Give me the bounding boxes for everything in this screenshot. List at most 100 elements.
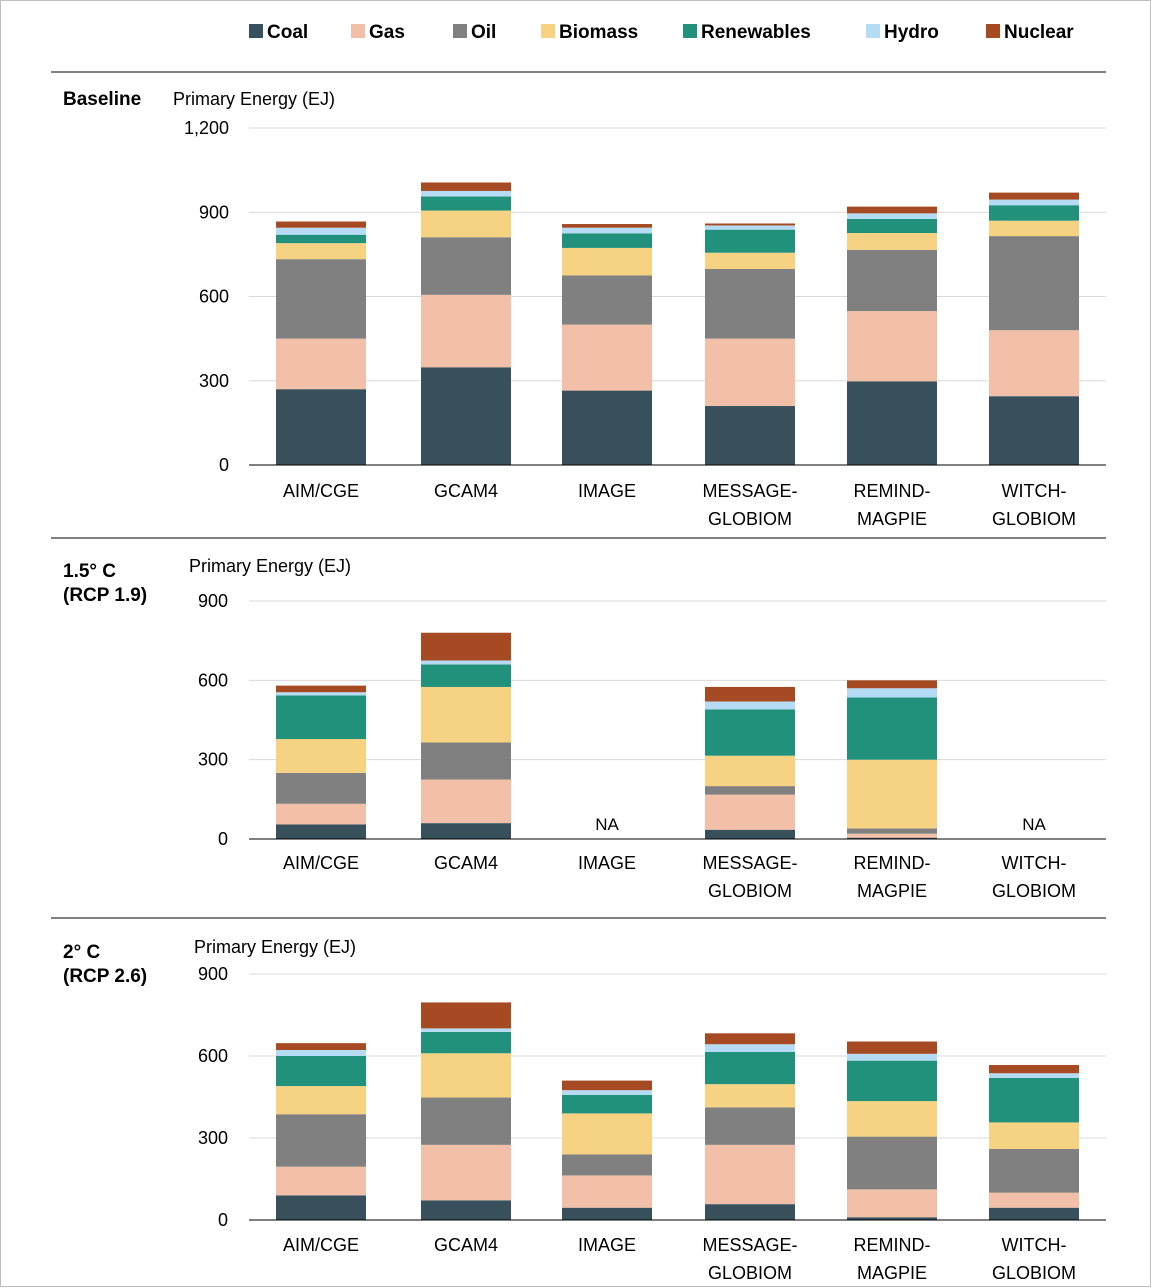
bar-aim-cge-oil: [276, 772, 366, 804]
bar-aim-cge-renewables: [276, 1056, 366, 1087]
bar-remind-magpie-biomass: [847, 233, 937, 250]
bar-aim-cge-renewables: [276, 234, 366, 244]
bar-remind-magpie-nuclear: [847, 680, 937, 689]
bar-remind-magpie-renewables: [847, 218, 937, 234]
na-label: NA: [1022, 815, 1046, 834]
bar-message-globiom-gas: [705, 794, 795, 830]
bar-aim-cge-coal: [276, 824, 366, 839]
bar-message-globiom-hydro: [705, 701, 795, 710]
bar-gcam4-hydro: [421, 1028, 511, 1032]
bar-message-globiom-renewables: [705, 709, 795, 756]
y-axis-label: Primary Energy (EJ): [189, 556, 351, 576]
legend: Coal Gas Oil Biomass Renewables Hydro Nuclear: [51, 22, 1106, 73]
y-tick-label: 300: [198, 1128, 228, 1148]
panel-title: 2° C (RCP 2.6): [63, 942, 147, 987]
x-tick-label: REMIND-: [854, 481, 931, 501]
x-tick-label: AIM/CGE: [283, 1235, 359, 1255]
bar-witch-globiom-biomass: [989, 1122, 1079, 1149]
x-tick-label: GLOBIOM: [992, 1263, 1076, 1283]
bar-message-globiom-coal: [705, 406, 795, 465]
bar-gcam4-nuclear: [421, 632, 511, 661]
x-tick-label: REMIND-: [854, 853, 931, 873]
bar-gcam4-oil: [421, 742, 511, 780]
bar-aim-cge-renewables: [276, 695, 366, 740]
bar-gcam4-coal: [421, 367, 511, 465]
x-tick-label: GLOBIOM: [992, 509, 1076, 529]
x-tick-label: GCAM4: [434, 481, 498, 501]
bar-image-renewables: [562, 233, 652, 248]
bar-aim-cge-nuclear: [276, 685, 366, 693]
na-label: NA: [595, 815, 619, 834]
x-tick-label: GCAM4: [434, 853, 498, 873]
y-tick-label: 0: [218, 1210, 228, 1230]
bar-image-renewables: [562, 1094, 652, 1114]
legend-label-biomass: Biomass: [559, 22, 638, 43]
bar-remind-magpie-hydro: [847, 688, 937, 698]
panel-1: Baseline Primary Energy (EJ) 0 300 600 900 1,2…: [51, 89, 1106, 539]
bar-gcam4-biomass: [421, 1053, 511, 1098]
bar-aim-cge-nuclear: [276, 1043, 366, 1050]
y-tick-label: 300: [198, 750, 228, 770]
bar-image-coal: [562, 390, 652, 465]
bar-remind-magpie-hydro: [847, 1053, 937, 1061]
x-tick-label: WITCH-: [1002, 1235, 1067, 1255]
bar-remind-magpie-biomass: [847, 759, 937, 829]
x-tick-label: MAGPIE: [857, 881, 927, 901]
bar-witch-globiom-renewables: [989, 205, 1079, 221]
y-tick-label: 300: [199, 371, 229, 391]
bar-message-globiom-nuclear: [705, 223, 795, 226]
legend-swatch-biomass: [541, 24, 555, 38]
bar-message-globiom-gas: [705, 1144, 795, 1205]
bar-witch-globiom-gas: [989, 1192, 1079, 1208]
y-tick-label: 900: [198, 591, 228, 611]
bar-gcam4-hydro: [421, 660, 511, 665]
x-tick-label: GLOBIOM: [708, 881, 792, 901]
bar-gcam4-renewables: [421, 1031, 511, 1054]
legend-label-coal: Coal: [267, 22, 308, 43]
x-tick-label: WITCH-: [1002, 853, 1067, 873]
legend-swatch-hydro: [866, 24, 880, 38]
bar-image-biomass: [562, 1113, 652, 1155]
bar-remind-magpie-renewables: [847, 697, 937, 760]
bar-aim-cge-gas: [276, 803, 366, 825]
legend-swatch-oil: [453, 24, 467, 38]
bar-aim-cge-hydro: [276, 692, 366, 696]
bar-message-globiom-biomass: [705, 252, 795, 269]
bar-remind-magpie-gas: [847, 1189, 937, 1218]
bar-aim-cge-oil: [276, 259, 366, 339]
bar-witch-globiom-nuclear: [989, 192, 1079, 200]
legend-swatch-coal: [249, 24, 263, 38]
bar-gcam4-renewables: [421, 664, 511, 687]
bar-message-globiom-nuclear: [705, 1033, 795, 1045]
bar-image-gas: [562, 324, 652, 391]
legend-swatch-renewables: [683, 24, 697, 38]
bar-aim-cge-biomass: [276, 739, 366, 773]
bar-remind-magpie-oil: [847, 1136, 937, 1190]
bar-aim-cge-oil: [276, 1114, 366, 1167]
x-tick-label: MAGPIE: [857, 509, 927, 529]
legend-label-oil: Oil: [471, 22, 496, 43]
bar-message-globiom-nuclear: [705, 686, 795, 702]
bar-message-globiom-coal: [705, 829, 795, 839]
bar-image-nuclear: [562, 224, 652, 228]
bar-gcam4-gas: [421, 1144, 511, 1201]
y-tick-label: 600: [198, 670, 228, 690]
bar-message-globiom-oil: [705, 1107, 795, 1145]
bar-gcam4-gas: [421, 779, 511, 824]
bar-witch-globiom-oil: [989, 236, 1079, 331]
x-tick-label: IMAGE: [578, 481, 636, 501]
bar-image-oil: [562, 275, 652, 325]
bar-image-coal: [562, 1207, 652, 1220]
bar-message-globiom-oil: [705, 786, 795, 795]
x-tick-label: AIM/CGE: [283, 853, 359, 873]
bar-image-biomass: [562, 247, 652, 276]
x-tick-label: IMAGE: [578, 1235, 636, 1255]
bar-aim-cge-hydro: [276, 227, 366, 235]
bar-remind-magpie-gas: [847, 311, 937, 382]
panel-title: 1.5° C (RCP 1.9): [63, 561, 147, 606]
x-tick-label: AIM/CGE: [283, 481, 359, 501]
y-tick-label: 900: [198, 964, 228, 984]
x-tick-label: GLOBIOM: [708, 1263, 792, 1283]
bar-remind-magpie-biomass: [847, 1101, 937, 1137]
bar-remind-magpie-renewables: [847, 1060, 937, 1102]
